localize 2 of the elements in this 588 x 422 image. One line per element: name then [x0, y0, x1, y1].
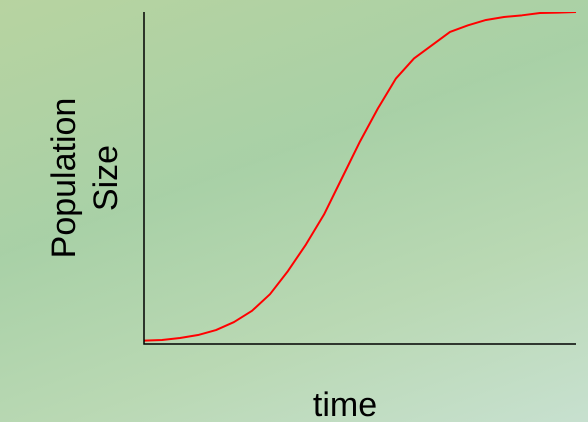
y-axis-title: Population Size: [45, 98, 125, 258]
x-axis-title: time: [312, 386, 378, 422]
